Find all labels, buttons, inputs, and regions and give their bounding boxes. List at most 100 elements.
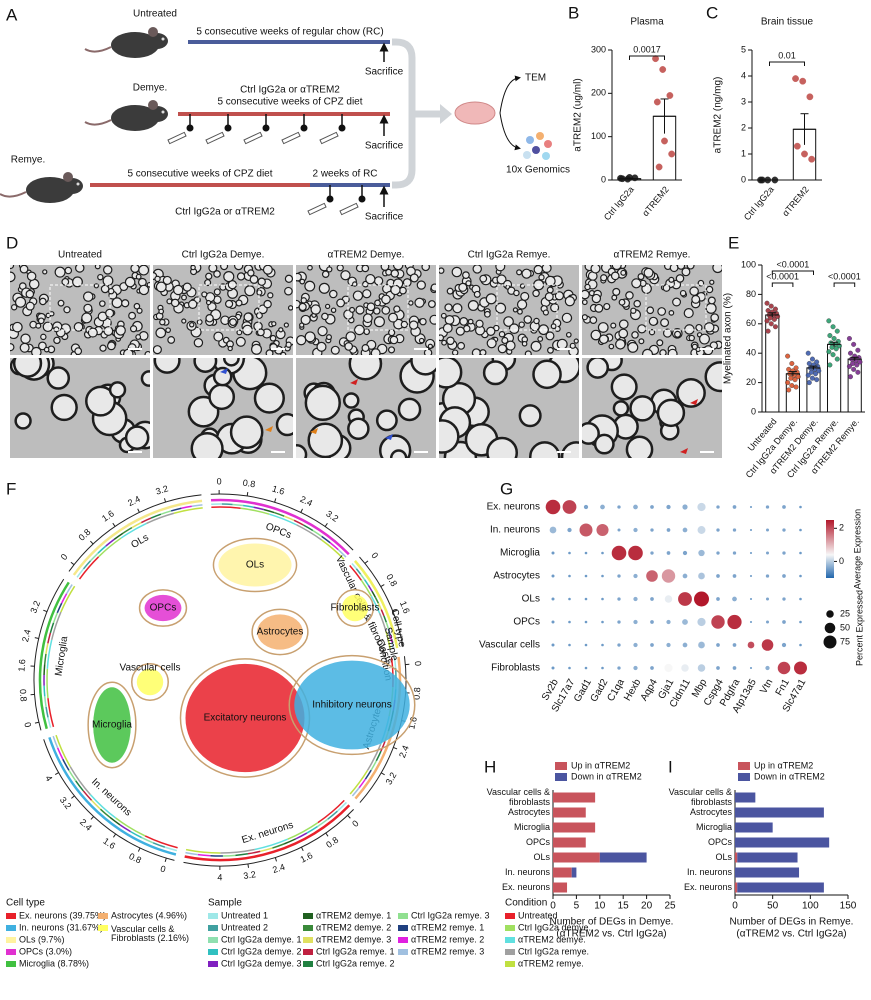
sample-ring xyxy=(393,657,397,669)
dot xyxy=(765,574,770,578)
mouse xyxy=(84,26,169,59)
axon xyxy=(284,286,293,296)
axon xyxy=(545,331,555,341)
timeline-label: 5 consecutive weeks of CPZ diet xyxy=(127,169,272,180)
axon xyxy=(532,289,540,298)
axon xyxy=(533,265,543,275)
axon xyxy=(389,449,408,458)
axon xyxy=(397,397,422,422)
axon xyxy=(304,331,316,343)
axon xyxy=(538,324,549,336)
cell-type-ring xyxy=(184,804,351,862)
y-tick-label-box: Ex. neurons xyxy=(502,882,550,891)
size-legend-title: Percent Expressed xyxy=(854,590,864,666)
y-tick-label: 0 xyxy=(751,406,756,416)
dot xyxy=(579,523,593,537)
size-legend-dot xyxy=(824,622,836,634)
y-tick-label: OLs xyxy=(715,851,732,862)
gene-label: Aqp4 xyxy=(639,677,660,703)
axon xyxy=(374,299,381,307)
axon xyxy=(100,284,110,294)
data-point xyxy=(816,368,822,374)
panel-letter: H xyxy=(484,757,496,776)
axon xyxy=(611,294,618,301)
axon xyxy=(158,308,165,315)
axon xyxy=(275,412,293,437)
arrow xyxy=(499,75,521,114)
condition-ring xyxy=(69,766,91,796)
axon xyxy=(709,279,715,285)
axon xyxy=(444,303,453,312)
axon xyxy=(278,327,284,333)
dot xyxy=(611,545,627,561)
axon xyxy=(37,317,45,325)
axon xyxy=(603,302,611,311)
dot xyxy=(617,620,621,624)
timeline-label: 2 weeks of RC xyxy=(312,169,377,180)
axon xyxy=(467,318,474,325)
legend-swatch xyxy=(555,762,567,770)
data-point xyxy=(806,93,814,101)
sample-ring xyxy=(52,612,59,624)
micrograph xyxy=(10,358,150,458)
ring-tick-label: 0 xyxy=(217,476,222,486)
axon xyxy=(638,338,645,345)
ring-tick xyxy=(246,491,249,497)
sample-ring xyxy=(364,769,372,780)
axon xyxy=(73,322,84,332)
dot xyxy=(732,551,737,555)
sample-ring xyxy=(283,838,297,845)
axon xyxy=(124,276,136,288)
legend-label: Down in αTREM2 xyxy=(571,771,642,781)
dot xyxy=(698,641,705,649)
axon xyxy=(344,342,354,351)
sample-ring xyxy=(377,602,382,610)
sample-ring xyxy=(43,664,46,676)
ring-tick xyxy=(274,857,277,862)
condition-ring xyxy=(60,585,76,613)
axon xyxy=(615,339,626,350)
x-axis-label: Number of DEGs in Demye. xyxy=(550,917,674,928)
axon xyxy=(573,338,579,344)
cluster-label: Microglia xyxy=(92,720,132,731)
injection-pin xyxy=(224,124,232,132)
condition-ring xyxy=(360,579,373,597)
data-point xyxy=(806,360,812,366)
axon xyxy=(590,329,602,341)
ring-segment-label: OLs xyxy=(129,532,150,551)
zoom-box xyxy=(347,284,409,331)
legend-swatch xyxy=(6,925,16,931)
dot xyxy=(568,597,571,601)
axon xyxy=(390,269,400,278)
data-point xyxy=(834,356,840,362)
ring-tick xyxy=(247,863,250,868)
dot xyxy=(794,661,807,675)
data-point xyxy=(765,308,771,314)
ring-tick-label: 2.4 xyxy=(20,628,33,642)
x-tick-label: 150 xyxy=(840,901,857,912)
sample-ring xyxy=(122,526,133,534)
axon xyxy=(283,322,289,328)
axon xyxy=(349,306,356,313)
legend-swatch xyxy=(738,762,750,770)
y-axis-label: Myelinated axon (%) xyxy=(723,293,734,384)
sample-ring xyxy=(65,584,73,595)
ring-tick-label: 2.4 xyxy=(271,862,286,875)
axon xyxy=(452,303,463,314)
ring-tick xyxy=(325,832,329,837)
dot xyxy=(765,665,770,671)
axon xyxy=(517,308,523,315)
cluster xyxy=(93,687,131,763)
treatment-label: Ctrl IgG2a or αTREM2 xyxy=(240,85,340,96)
axon xyxy=(512,307,519,313)
legend-label: Ctrl IgG2a demye. 3 xyxy=(221,958,302,968)
zoom-box xyxy=(198,284,260,331)
sample-ring xyxy=(387,628,391,636)
axon xyxy=(250,343,263,355)
y-tick-label: 40 xyxy=(746,348,756,358)
axon xyxy=(236,272,246,281)
axon xyxy=(505,340,516,351)
dot xyxy=(617,505,621,509)
dot xyxy=(682,619,688,625)
legend-label: Vascular cells & Fibroblasts (2.16%) xyxy=(111,923,190,943)
